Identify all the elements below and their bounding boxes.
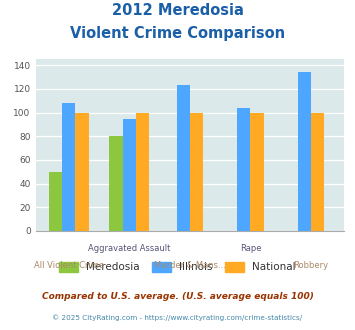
Text: Rape: Rape bbox=[240, 244, 261, 253]
Text: Aggravated Assault: Aggravated Assault bbox=[88, 244, 170, 253]
Text: Robbery: Robbery bbox=[294, 261, 329, 270]
Bar bbox=[123, 118, 136, 231]
Text: © 2025 CityRating.com - https://www.cityrating.com/crime-statistics/: © 2025 CityRating.com - https://www.city… bbox=[53, 314, 302, 321]
Bar bbox=[311, 113, 324, 231]
Text: 2012 Meredosia: 2012 Meredosia bbox=[111, 3, 244, 18]
Bar bbox=[251, 113, 264, 231]
Text: Compared to U.S. average. (U.S. average equals 100): Compared to U.S. average. (U.S. average … bbox=[42, 292, 313, 301]
Bar bbox=[176, 85, 190, 231]
Bar bbox=[49, 172, 62, 231]
Bar bbox=[136, 113, 149, 231]
Text: Murder & Mans...: Murder & Mans... bbox=[154, 261, 226, 270]
Bar bbox=[298, 72, 311, 231]
Bar bbox=[109, 136, 123, 231]
Bar bbox=[76, 113, 89, 231]
Bar bbox=[190, 113, 203, 231]
Bar bbox=[62, 103, 76, 231]
Bar bbox=[237, 108, 251, 231]
Legend: Meredosia, Illinois, National: Meredosia, Illinois, National bbox=[55, 258, 300, 277]
Text: All Violent Crime: All Violent Crime bbox=[34, 261, 104, 270]
Text: Violent Crime Comparison: Violent Crime Comparison bbox=[70, 26, 285, 41]
